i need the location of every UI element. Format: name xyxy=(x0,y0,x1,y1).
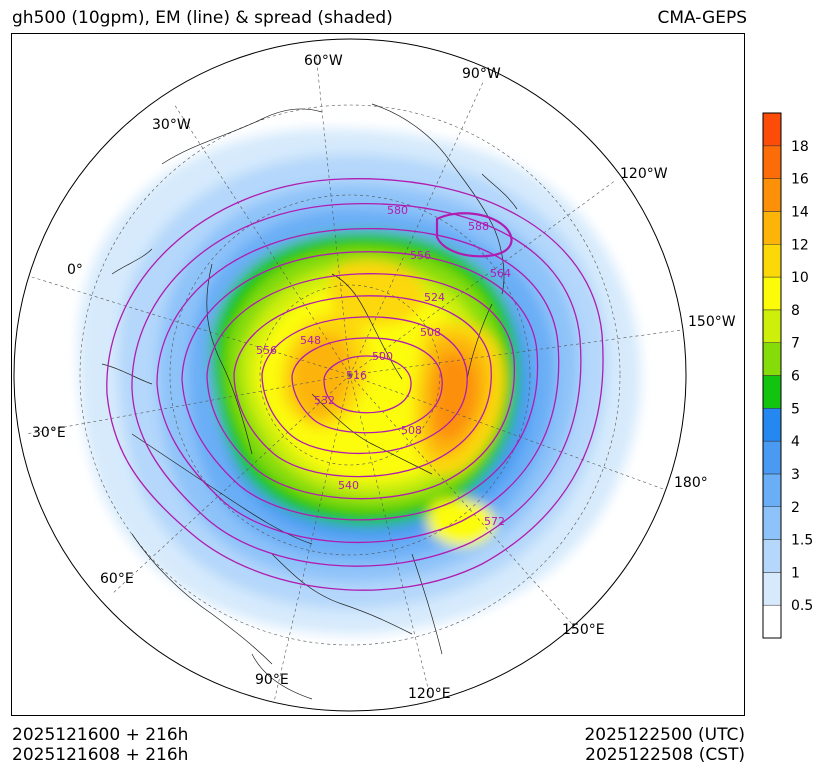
model-name: CMA-GEPS xyxy=(657,8,747,28)
colorbar-tick-label: 2 xyxy=(791,500,800,516)
contour-label: 508 xyxy=(420,326,441,339)
colorbar-segment xyxy=(762,473,782,507)
colorbar-tick-label: 14 xyxy=(791,204,809,220)
colorbar-border xyxy=(762,112,782,639)
contour-label-group: 580 588 556 564 524 508 500 548 556 516 … xyxy=(256,204,511,528)
colorbar-segments xyxy=(762,112,782,639)
colorbar-segment xyxy=(762,506,782,540)
colorbar-tick-label: 7 xyxy=(791,336,800,352)
map-frame: 580 588 556 564 524 508 500 548 556 516 … xyxy=(11,33,745,716)
colorbar-segment xyxy=(762,145,782,179)
footer-init: 2025121600 + 216h 2025121608 + 216h xyxy=(12,725,188,765)
footer-valid: 2025122500 (UTC) 2025122508 (CST) xyxy=(584,725,745,765)
colorbar-tick-label: 12 xyxy=(791,237,809,253)
colorbar-segment xyxy=(762,408,782,442)
valid-time-utc: 2025122500 (UTC) xyxy=(584,725,745,745)
lon-label: 0° xyxy=(67,262,83,278)
colorbar-tick-label: 16 xyxy=(791,172,809,188)
colorbar-segment xyxy=(762,342,782,376)
colorbar-segment xyxy=(762,539,782,573)
height-contours xyxy=(106,178,604,591)
contour-label: 548 xyxy=(300,334,321,347)
lon-label: 30°W xyxy=(152,117,191,133)
colorbar-tick-label: 3 xyxy=(791,467,800,483)
lon-label: 120°W xyxy=(620,166,668,182)
contour-label: 508 xyxy=(401,424,422,437)
contour-label: 532 xyxy=(314,394,335,407)
colorbar-tick-label: 18 xyxy=(791,139,809,155)
colorbar-segment xyxy=(762,375,782,409)
init-time-cst: 2025121608 + 216h xyxy=(12,745,189,765)
chart-title: gh500 (10gpm), EM (line) & spread (shade… xyxy=(12,8,393,28)
map-boundary xyxy=(13,38,687,712)
contour-label: 556 xyxy=(410,249,431,262)
graticule xyxy=(21,53,686,705)
lon-label: 180° xyxy=(674,475,708,491)
colorbar-tick-label: 5 xyxy=(791,401,800,417)
colorbar-segment xyxy=(762,244,782,278)
lon-label: 30°E xyxy=(32,425,66,441)
polar-map: 580 588 556 564 524 508 500 548 556 516 … xyxy=(13,38,736,712)
colorbar-segment xyxy=(762,604,782,639)
lon-label: 150°W xyxy=(688,314,736,330)
lon-label: 60°W xyxy=(304,53,343,69)
colorbar-segment xyxy=(762,112,782,147)
colorbar-segment xyxy=(762,178,782,212)
spread-10d xyxy=(427,498,496,547)
colorbar-segment xyxy=(762,211,782,245)
contour-label: 588 xyxy=(468,220,489,233)
spread-shading xyxy=(14,39,686,711)
colorbar-tick-label: 10 xyxy=(791,270,809,286)
longitude-labels: 60°W 90°W 120°W 150°W 180° 150°E 120°E 9… xyxy=(32,53,736,702)
valid-time-cst: 2025122508 (CST) xyxy=(585,745,745,765)
colorbar-segment xyxy=(762,572,782,606)
colorbar-tick-label: 0.5 xyxy=(791,598,813,614)
lon-label: 90°E xyxy=(255,672,289,688)
colorbar-tick-label: 6 xyxy=(791,369,800,385)
lon-label: 60°E xyxy=(100,571,134,587)
colorbar-tick-label: 8 xyxy=(791,303,800,319)
contour-label: 540 xyxy=(338,479,359,492)
contour-label: 516 xyxy=(346,369,367,382)
contour-label: 572 xyxy=(484,515,505,528)
spread-16b xyxy=(432,353,477,441)
coastlines xyxy=(101,103,518,700)
colorbar-tick-label: 1 xyxy=(791,565,800,581)
init-time-utc: 2025121600 + 216h xyxy=(12,725,189,745)
colorbar: 0.5 1 1.5 2 3 4 5 6 7 8 10 12 14 16 18 xyxy=(762,112,813,639)
contour-label: 556 xyxy=(256,344,277,357)
colorbar-tick-label: 1.5 xyxy=(791,533,813,549)
contour-label: 564 xyxy=(490,267,511,280)
colorbar-segment xyxy=(762,309,782,343)
contour-label: 524 xyxy=(424,291,445,304)
contour-label: 580 xyxy=(387,204,408,217)
lon-label: 90°W xyxy=(462,66,501,82)
colorbar-tick-label: 4 xyxy=(791,434,800,450)
colorbar-segment xyxy=(762,276,782,311)
colorbar-tick-labels: 0.5 1 1.5 2 3 4 5 6 7 8 10 12 14 16 18 xyxy=(791,139,813,614)
contour-label: 500 xyxy=(372,350,393,363)
lon-label: 120°E xyxy=(408,686,451,702)
spread-12c xyxy=(329,260,425,327)
colorbar-segment xyxy=(762,440,782,475)
lon-label: 150°E xyxy=(562,622,605,638)
